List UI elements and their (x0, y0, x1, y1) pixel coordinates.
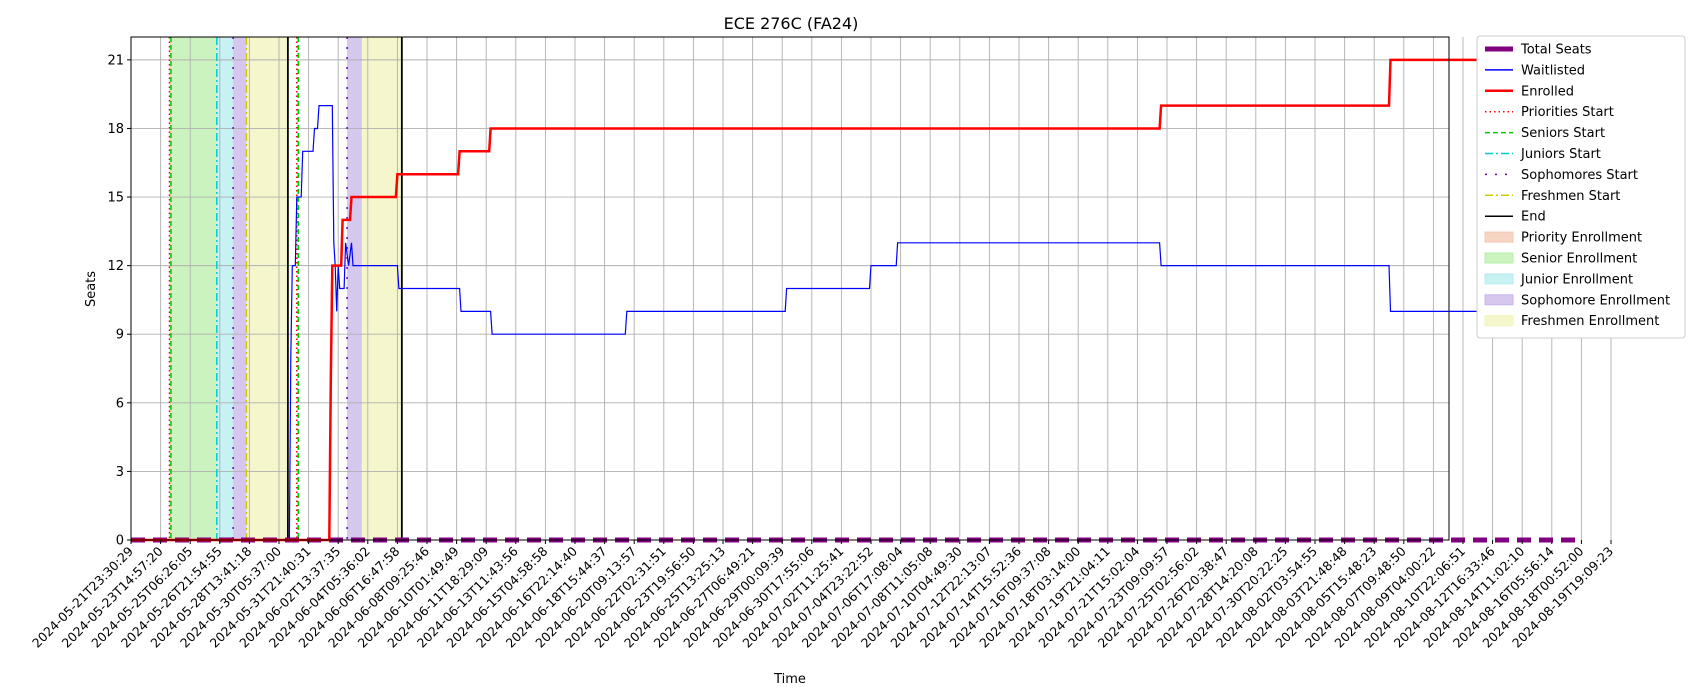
series-line-enrolled (131, 58, 1576, 542)
data-series (131, 58, 1576, 543)
y-axis: 0 3 6 9 12 15 18 21 (107, 53, 131, 549)
shaded-region-sophomore-enrollment (233, 37, 247, 540)
legend-label-end: End (1521, 210, 1546, 225)
legend: Total Seats Waitlisted Enrolled Priorities … (1476, 35, 1686, 339)
chart-title: ECE 276C (FA24) (724, 14, 859, 33)
legend-label-waitlisted: Waitlisted (1521, 63, 1585, 78)
plot-frame (130, 36, 1450, 541)
y-tick-label: 21 (107, 53, 124, 68)
shaded-region-freshmen-enrollment (246, 37, 288, 540)
x-axis-label: Time (773, 672, 806, 687)
legend-swatch-freshmen-enrollment (1484, 315, 1514, 327)
y-tick-label: 9 (116, 328, 124, 343)
grid (130, 37, 1612, 541)
legend-label-enrolled: Enrolled (1521, 84, 1574, 99)
legend-label-seniors-start: Seniors Start (1521, 126, 1605, 141)
plot-area (130, 37, 1612, 543)
y-tick-label: 12 (107, 259, 124, 274)
legend-label-freshmen-start: Freshmen Start (1521, 189, 1620, 204)
legend-swatch-priority-enrollment (1484, 231, 1514, 243)
shaded-region-freshmen-enrollment (361, 37, 402, 540)
y-axis-label: Seats (84, 271, 99, 307)
legend-box (1476, 35, 1686, 339)
y-tick-label: 6 (116, 396, 124, 411)
legend-label-senior-enrollment: Senior Enrollment (1521, 252, 1637, 267)
shaded-region-junior-enrollment (216, 37, 234, 540)
y-tick-label: 18 (107, 122, 124, 137)
x-axis: 2024-05-21T23:30:292024-05-23T14:57:2020… (29, 540, 1616, 651)
shaded-region-sophomore-enrollment (347, 37, 362, 540)
legend-label-priorities-start: Priorities Start (1521, 105, 1614, 120)
y-tick-label: 0 (116, 534, 124, 549)
legend-label-sophomore-enrollment: Sophomore Enrollment (1521, 293, 1670, 308)
legend-swatch-sophomore-enrollment (1484, 294, 1514, 306)
y-tick-label: 3 (116, 465, 124, 480)
legend-label-sophomores-start: Sophomores Start (1521, 168, 1638, 183)
legend-label-freshmen-enrollment: Freshmen Enrollment (1521, 314, 1659, 329)
y-tick-label: 15 (107, 191, 124, 206)
shaded-regions (169, 37, 402, 540)
legend-label-juniors-start: Juniors Start (1520, 147, 1601, 162)
legend-label-priority-enrollment: Priority Enrollment (1521, 231, 1642, 246)
legend-swatch-junior-enrollment (1484, 273, 1514, 285)
legend-label-total-seats: Total Seats (1520, 43, 1592, 58)
series-line-waitlisted (131, 104, 1576, 541)
legend-label-junior-enrollment: Junior Enrollment (1520, 272, 1633, 287)
legend-swatch-senior-enrollment (1484, 252, 1514, 264)
shaded-region-senior-enrollment (170, 37, 217, 540)
